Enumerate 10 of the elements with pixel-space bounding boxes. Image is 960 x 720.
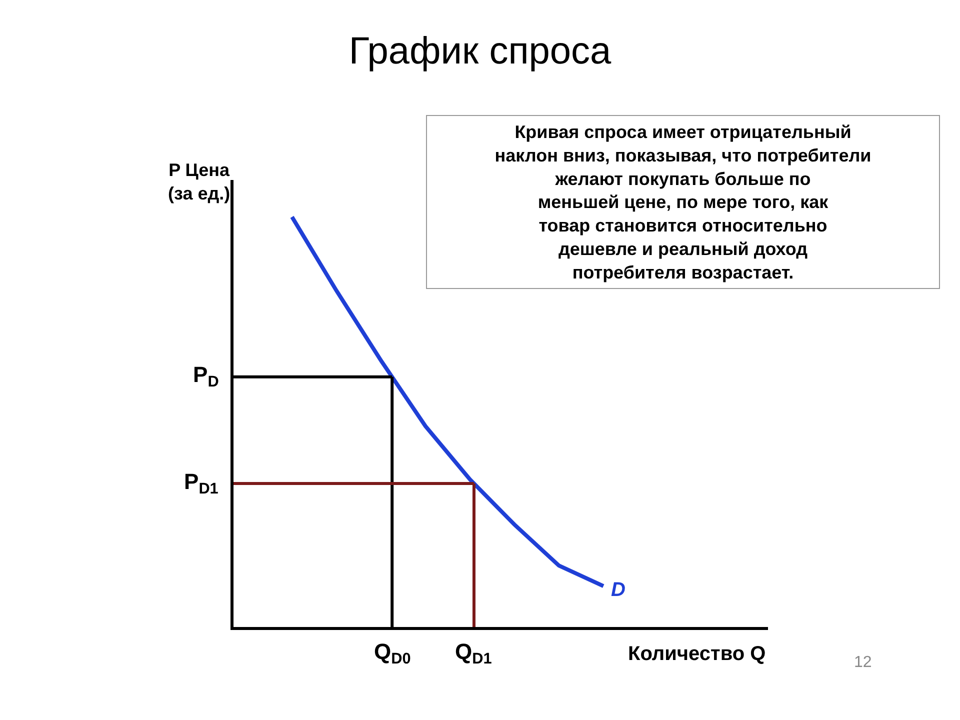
y-axis-title: P Цена (за ед.) <box>168 160 231 204</box>
text: Q$_{D1}$ <box>455 639 492 668</box>
chart-title: График спроса <box>348 30 612 73</box>
ref-line-label: P$_{D1}$ <box>184 469 219 498</box>
ref-line-label: P$_{D}$ <box>193 362 219 391</box>
x-axis-title: Количество Q <box>628 643 766 665</box>
text: Q$_{D0}$ <box>374 639 411 668</box>
series-label: D <box>611 579 626 601</box>
annotation: Кривая спроса имеет отрицательный наклон вниз, показывая, что потребители желают покупать больше по меньшей цене, по мере того, как товар становится относительно дешевле и реальный доход потребителя возрастает. <box>494 122 872 282</box>
text: 12 <box>854 654 872 671</box>
